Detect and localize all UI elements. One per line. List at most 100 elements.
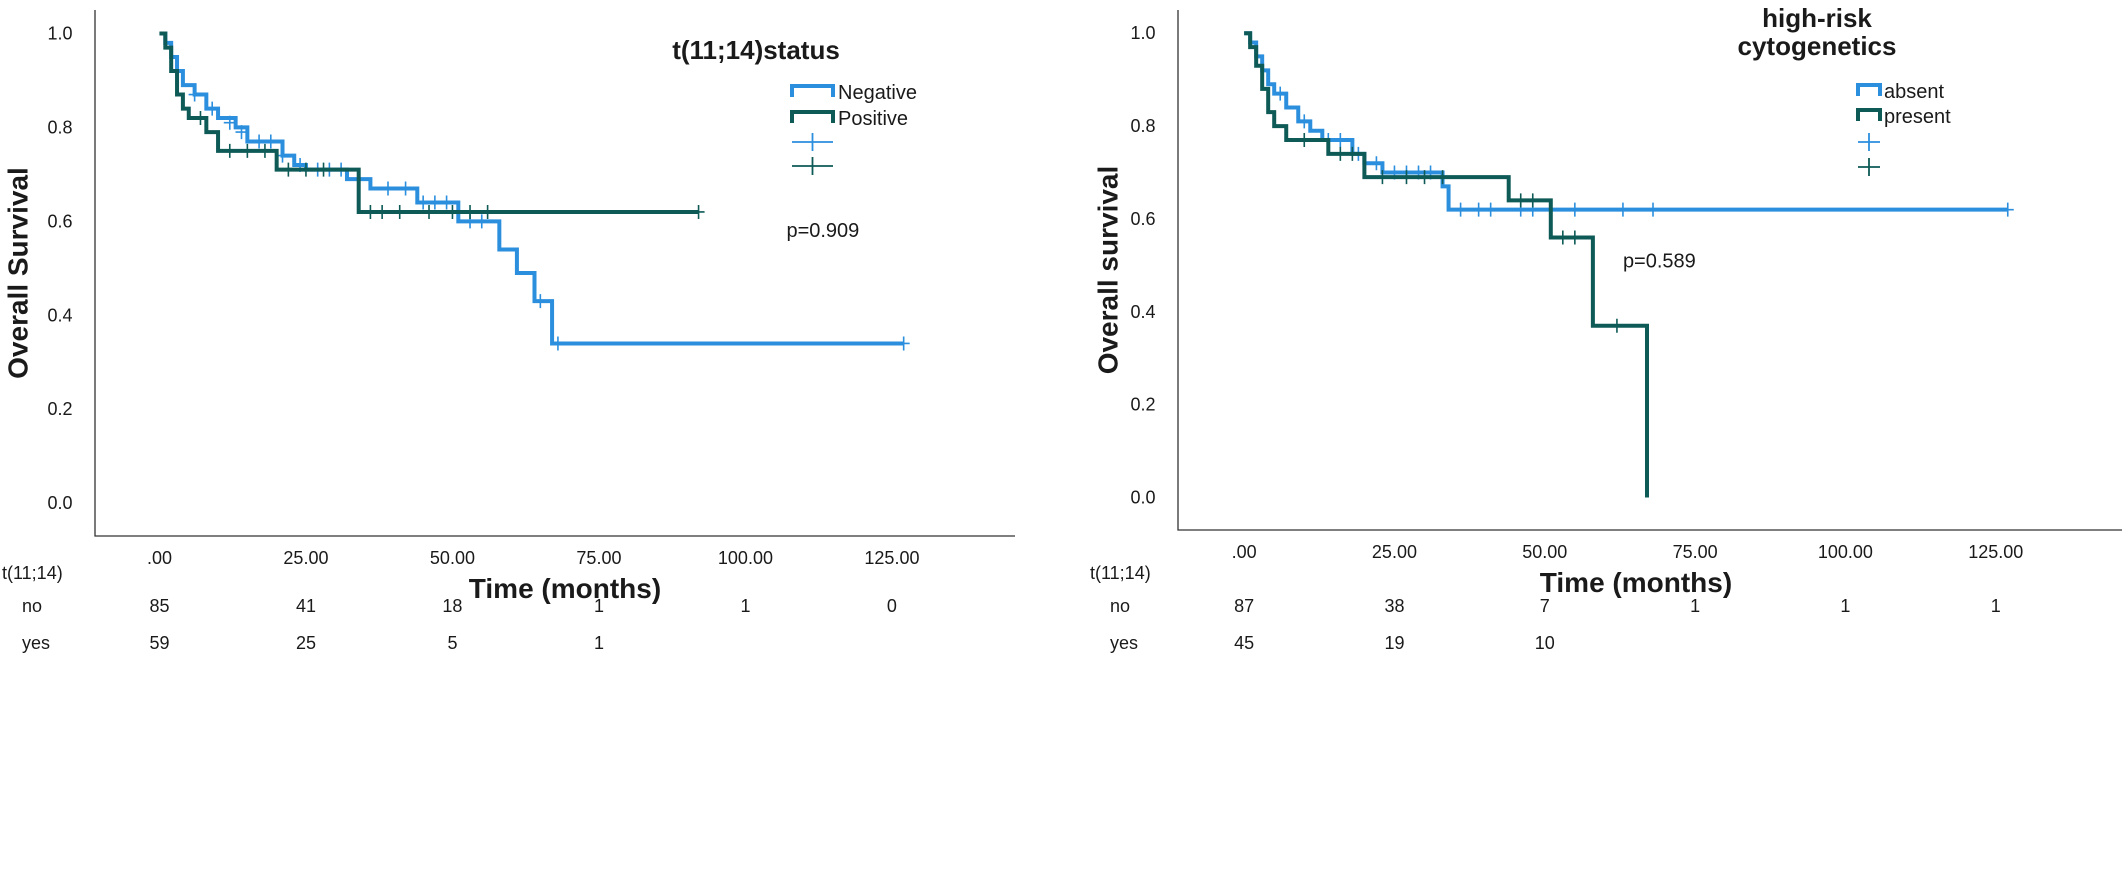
y-tick-label: 0.6 — [47, 211, 72, 231]
censor-mark — [194, 111, 207, 126]
censor-mark — [299, 162, 312, 177]
censor-mark — [223, 115, 236, 130]
x-tick-label: 75.00 — [1673, 542, 1718, 562]
x-tick-label: 125.00 — [1968, 542, 2023, 562]
risk-row-label-yes: yes — [22, 633, 50, 653]
legend-title: t(11;14)status — [672, 35, 840, 65]
y-tick-label: 0.4 — [47, 305, 72, 325]
risk-count: 1 — [740, 596, 750, 616]
y-tick-label: 1.0 — [1130, 23, 1155, 43]
censor-mark — [399, 181, 412, 196]
x-axis-title: Time (months) — [469, 573, 661, 604]
censor-mark — [1376, 170, 1389, 185]
risk-count: 1 — [1840, 596, 1850, 616]
risk-count: 1 — [1690, 596, 1700, 616]
plot-axes — [94, 10, 1015, 537]
risk-count: 10 — [1535, 633, 1555, 653]
risk-count: 19 — [1384, 633, 1404, 653]
risk-row-label-yes: yes — [1110, 633, 1138, 653]
km-panel-1: 0.0 0.2 0.4 0.6 0.8 1.0 .00 25.00 50.00 75.00 100.… — [2, 10, 1015, 653]
risk-row-label-no: no — [1110, 596, 1130, 616]
risk-count: 7 — [1540, 596, 1550, 616]
risk-table: t(11;14) no 85 41 18 1 1 0 yes 59 25 5 1 — [2, 563, 897, 653]
x-tick-label: 125.00 — [864, 548, 919, 568]
legend-line-symbol — [790, 110, 835, 123]
censor-mark — [1568, 202, 1581, 217]
censor-mark — [223, 143, 236, 158]
risk-count: 59 — [149, 633, 169, 653]
survival-curve-present — [1244, 31, 1649, 498]
censor-mark — [1616, 202, 1629, 217]
censor-mark — [241, 143, 254, 158]
risk-count: 38 — [1384, 596, 1404, 616]
risk-count: 0 — [887, 596, 897, 616]
censor-mark — [423, 204, 436, 219]
censor-mark — [692, 204, 705, 219]
legend-entry-negative: Negative — [838, 82, 917, 104]
censor-mark — [1526, 193, 1539, 208]
x-axis-title: Time (months) — [1540, 567, 1732, 598]
censor-mark — [317, 162, 330, 177]
censor-mark — [1370, 156, 1383, 171]
legend-censor-symbol — [1858, 133, 1880, 151]
legend-title: high-risk — [1762, 3, 1872, 33]
risk-table: t(11;14) no 87 38 7 1 1 1 yes 45 19 10 — [1090, 563, 2001, 653]
risk-count: 87 — [1234, 596, 1254, 616]
risk-count: 41 — [296, 596, 316, 616]
censor-mark — [1274, 86, 1287, 101]
x-tick-label: 25.00 — [283, 548, 328, 568]
censor-mark — [1298, 114, 1311, 129]
x-tick-label: .00 — [1232, 542, 1257, 562]
legend: t(11;14)status Negative Positive — [672, 35, 917, 175]
risk-table-label: t(11;14) — [1090, 563, 1151, 583]
censor-mark — [417, 195, 430, 210]
censor-mark — [534, 294, 547, 309]
y-tick-label: 1.0 — [47, 23, 72, 43]
y-tick-label: 0.8 — [1130, 116, 1155, 136]
censor-mark — [446, 204, 459, 219]
censor-mark — [1334, 146, 1347, 161]
censor-mark — [1436, 170, 1449, 185]
censor-mark — [1556, 230, 1569, 245]
y-tick-label: 0.8 — [47, 117, 72, 137]
y-tick-label: 0.0 — [1130, 488, 1155, 508]
legend-censor-symbol — [1858, 158, 1880, 176]
censor-mark — [440, 195, 453, 210]
survival-curve-negative — [159, 31, 904, 346]
risk-row-label-no: no — [22, 596, 42, 616]
y-tick-label: 0.2 — [1130, 395, 1155, 415]
survival-curve-positive — [159, 31, 699, 214]
censor-mark — [381, 181, 394, 196]
y-axis-title: Overall Survival — [2, 167, 33, 379]
censor-mark — [481, 204, 494, 219]
censor-mark — [1400, 170, 1413, 185]
x-tick-label: 100.00 — [718, 548, 773, 568]
censor-mark — [264, 134, 277, 149]
censor-mark — [235, 125, 248, 140]
censor-mark — [253, 134, 266, 149]
y-tick-label: 0.6 — [1130, 209, 1155, 229]
x-tick-label: 50.00 — [430, 548, 475, 568]
legend-title: cytogenetics — [1738, 31, 1897, 61]
legend-censor-symbol — [792, 133, 833, 151]
x-tick-label: .00 — [147, 548, 172, 568]
risk-count: 1 — [1991, 596, 2001, 616]
censor-mark — [364, 204, 377, 219]
risk-count: 25 — [296, 633, 316, 653]
p-value-label: p=0.909 — [786, 220, 859, 242]
x-tick-label: 75.00 — [576, 548, 621, 568]
legend-censor-symbol — [792, 157, 833, 175]
censor-mark — [393, 204, 406, 219]
km-panel-2: 0.0 0.2 0.4 0.6 0.8 1.0 .00 25.00 50.00 75.00 100.… — [1090, 3, 2122, 653]
censor-mark — [206, 101, 219, 116]
censor-mark — [1418, 170, 1431, 185]
risk-count: 18 — [442, 596, 462, 616]
censor-mark — [1568, 230, 1581, 245]
legend-line-symbol — [1856, 108, 1882, 121]
legend-entry-absent: absent — [1884, 81, 1944, 103]
risk-table-label: t(11;14) — [2, 563, 63, 583]
legend-line-symbol — [790, 84, 835, 97]
x-tick-label: 100.00 — [1818, 542, 1873, 562]
